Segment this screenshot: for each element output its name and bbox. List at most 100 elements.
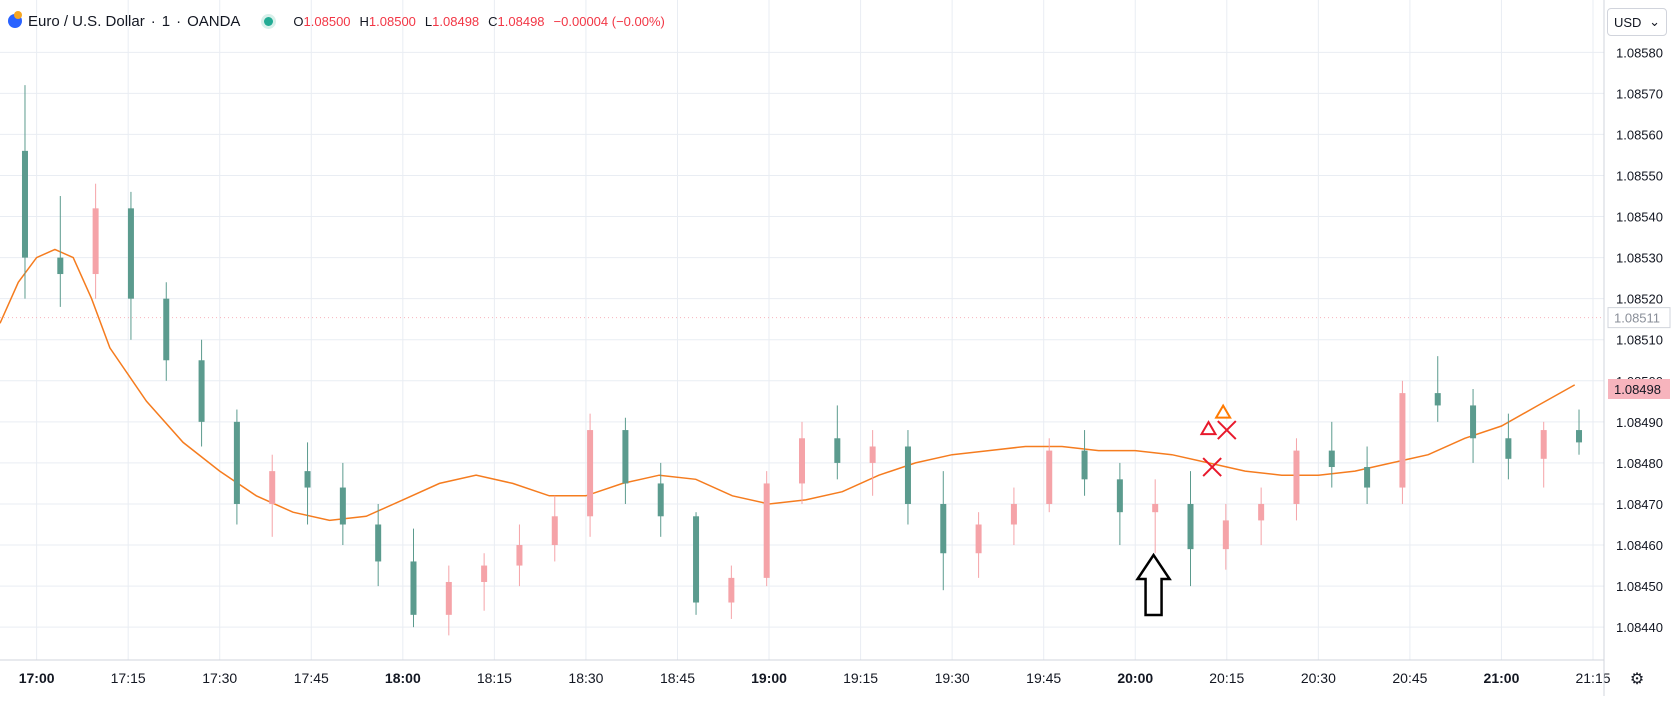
- arrow-up-annotation-icon: [1135, 552, 1172, 617]
- y-tick-label: 1.08550: [1616, 168, 1663, 183]
- current-price-label: 1.08498: [1614, 382, 1661, 397]
- candle-body: [1010, 503, 1017, 525]
- x-tick-label: 18:15: [477, 670, 512, 686]
- candle-body: [233, 421, 240, 504]
- candle-body: [1046, 450, 1053, 504]
- change-value: −0.00004 (−0.00%): [553, 13, 665, 29]
- x-tick-label: 19:45: [1026, 670, 1061, 686]
- candle-body: [1364, 467, 1371, 488]
- close-value: 1.08498: [497, 13, 545, 29]
- x-tick-label: 18:30: [568, 670, 603, 686]
- candle-body: [92, 208, 99, 275]
- y-tick-label: 1.08460: [1616, 538, 1663, 553]
- gear-icon[interactable]: ⚙: [1629, 671, 1645, 688]
- annotations-layer: [1135, 403, 1237, 617]
- candle-body: [1293, 450, 1300, 504]
- y-tick-label: 1.08470: [1616, 497, 1663, 512]
- y-tick-label: 1.08580: [1616, 45, 1663, 60]
- candle-body: [481, 565, 488, 582]
- x-tick-label: 18:45: [660, 670, 695, 686]
- candle-body: [1187, 503, 1194, 550]
- candle-body: [21, 150, 28, 258]
- y-tick-label: 1.08540: [1616, 210, 1663, 225]
- x-tick-label: 21:00: [1484, 670, 1520, 686]
- candle-body: [57, 257, 64, 275]
- grid-layer: [0, 0, 1604, 660]
- candle-body: [763, 483, 770, 578]
- y-tick-label: 1.08520: [1616, 292, 1663, 307]
- candle-body: [375, 524, 382, 562]
- open-value: 1.08500: [303, 13, 351, 29]
- candle-body: [198, 360, 205, 422]
- x-tick-label: 20:45: [1392, 670, 1427, 686]
- candle-body: [410, 561, 417, 615]
- open-label: O: [293, 13, 304, 29]
- x-tick-label: 17:00: [19, 670, 55, 686]
- symbol-legend: Euro / U.S. Dollar · 1 · OANDA O1.08500 …: [8, 10, 665, 32]
- y-tick-label: 1.08570: [1616, 86, 1663, 101]
- y-tick-label: 1.08490: [1616, 415, 1663, 430]
- price-line-tag: [1607, 307, 1671, 329]
- candle-body: [904, 446, 911, 504]
- candle-body: [551, 516, 558, 546]
- close-label: C: [488, 13, 498, 29]
- y-tick-label: 1.08450: [1616, 579, 1663, 594]
- candle-body: [622, 430, 629, 484]
- legend-separator: ·: [176, 12, 182, 30]
- symbol-name[interactable]: Euro / U.S. Dollar: [28, 12, 145, 30]
- candle-body: [1222, 520, 1229, 550]
- candle-body: [163, 298, 170, 361]
- market-status-icon[interactable]: [264, 16, 274, 26]
- x-tick-label: 19:30: [935, 670, 970, 686]
- chevron-down-icon: ⌄: [1649, 14, 1660, 29]
- x-tick-label: 18:00: [385, 670, 421, 686]
- candle-body: [869, 446, 876, 463]
- low-value: 1.08498: [432, 13, 480, 29]
- triangle-annotation-icon: [1214, 403, 1232, 419]
- triangle-annotation-icon: [1199, 420, 1218, 436]
- y-tick-label: 1.08510: [1616, 333, 1663, 348]
- x-tick-label: 21:15: [1575, 670, 1610, 686]
- symbol-globe-icon: [8, 11, 22, 28]
- x-tick-label: 17:45: [294, 670, 329, 686]
- current-price-tag: [1608, 379, 1670, 400]
- candle-body: [1081, 450, 1088, 480]
- candle-body: [587, 430, 594, 517]
- x-tick-label: 20:00: [1117, 670, 1153, 686]
- x-tick-label: 17:30: [202, 670, 237, 686]
- candle-body: [1328, 450, 1335, 468]
- x-tick-label: 20:15: [1209, 670, 1244, 686]
- price-line-label: 1.08511: [1614, 311, 1660, 326]
- candle-body: [693, 516, 700, 603]
- x-tick-label: 19:00: [751, 670, 787, 686]
- candle-body: [1576, 430, 1583, 443]
- candle-body: [339, 487, 346, 525]
- candle-body: [1434, 393, 1441, 406]
- candle-body: [940, 503, 947, 554]
- high-label: H: [359, 13, 369, 29]
- candle-body: [834, 438, 841, 463]
- candle-body: [657, 483, 664, 517]
- y-tick-label: 1.08480: [1616, 456, 1663, 471]
- y-tick-label: 1.08560: [1616, 127, 1663, 142]
- currency-label: USD: [1614, 14, 1642, 30]
- y-tick-label: 1.08530: [1616, 251, 1663, 266]
- high-value: 1.08500: [368, 13, 416, 29]
- candle-body: [1152, 503, 1159, 513]
- currency-button[interactable]: USD ⌄: [1607, 8, 1667, 36]
- y-tick-label: 1.08440: [1616, 620, 1663, 635]
- cross-annotation-icon: [1202, 457, 1222, 477]
- candle-body: [1399, 393, 1406, 488]
- low-label: L: [424, 13, 433, 29]
- candle-body: [269, 471, 276, 504]
- candle-body: [516, 545, 523, 566]
- candle-body: [304, 471, 311, 488]
- ohlc-values: O1.08500 H1.08500 L1.08498 C1.08498 −0.0…: [293, 14, 664, 29]
- candle-body: [1116, 479, 1123, 513]
- interval-label[interactable]: 1: [161, 12, 171, 30]
- x-tick-label: 19:15: [843, 670, 878, 686]
- candle-body: [728, 577, 735, 603]
